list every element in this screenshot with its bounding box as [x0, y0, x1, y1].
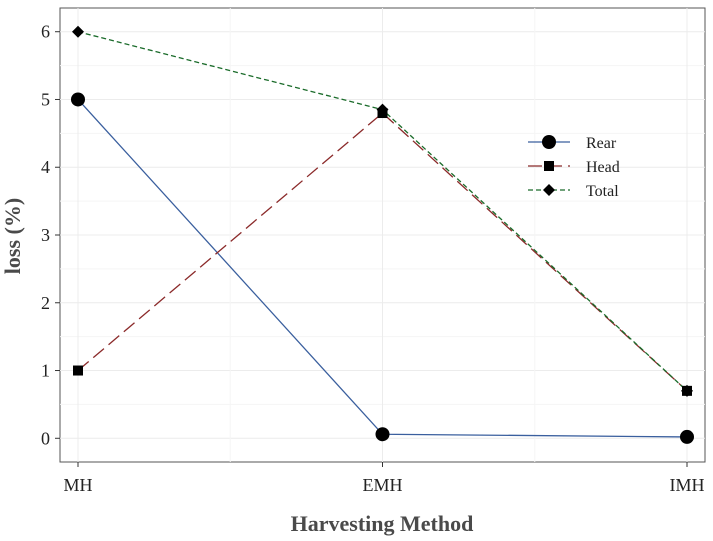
data-point-head	[73, 365, 83, 376]
y-tick-label: 3	[41, 225, 50, 245]
y-axis-ticks: 0 1 2 3 4 5 6	[41, 22, 60, 448]
x-tick-label: IMH	[670, 475, 705, 495]
y-tick-label: 1	[41, 361, 50, 381]
y-tick-label: 2	[41, 293, 50, 313]
x-tick-label: EMH	[363, 475, 403, 495]
data-point-total	[681, 384, 693, 397]
data-point-rear	[71, 92, 85, 107]
y-tick-label: 0	[41, 428, 50, 448]
y-tick-label: 5	[41, 89, 50, 109]
legend-key-marker-total	[543, 184, 555, 196]
data-point-total	[72, 25, 84, 38]
series-lines	[71, 25, 694, 444]
y-tick-label: 6	[41, 22, 50, 42]
data-point-rear	[375, 427, 390, 442]
series-line-head	[77, 112, 688, 392]
legend-label-rear: Rear	[586, 135, 617, 152]
y-axis-title: loss (%)	[0, 198, 25, 274]
legend-key-marker-rear	[542, 135, 556, 149]
legend-label-head: Head	[586, 159, 620, 176]
legend: Rear Head Total	[528, 135, 620, 200]
legend-key-marker-head	[544, 161, 554, 171]
y-tick-label: 4	[41, 157, 50, 177]
x-tick-label: MH	[63, 475, 92, 495]
data-point-total	[376, 103, 389, 116]
legend-label-total: Total	[586, 183, 619, 200]
x-axis-ticks: MH EMH IMH	[63, 462, 705, 495]
x-axis-title: Harvesting Method	[291, 511, 474, 536]
data-point-rear	[680, 429, 694, 444]
grid-lines	[60, 8, 705, 462]
